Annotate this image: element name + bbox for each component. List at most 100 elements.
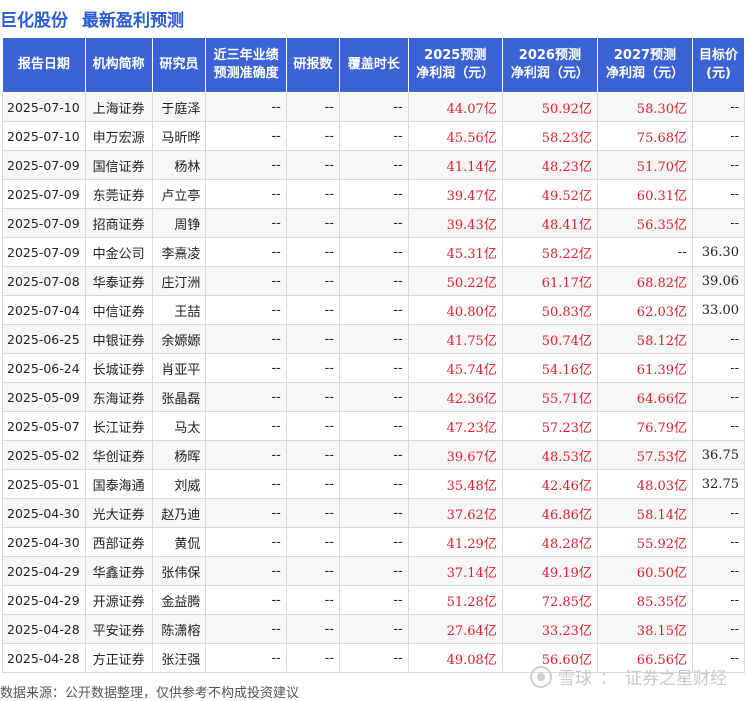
cell-coverage: --: [338, 411, 409, 441]
cell-accuracy: --: [205, 614, 287, 644]
cell-2026-forecast: 54.16亿: [501, 353, 598, 383]
cell-coverage: --: [338, 469, 409, 499]
cell-coverage: --: [338, 498, 409, 528]
header-2025-line2: 净利润（元）: [416, 66, 495, 81]
cell-2027-forecast: 85.35亿: [596, 585, 694, 615]
cell-2025-forecast: 47.23亿: [407, 411, 503, 441]
cell-2025-forecast: 44.07亿: [407, 92, 503, 122]
forecast-table-wrap: 报告日期 机构简称 研究员 近三年业绩 预测准确度 研报数 覆盖时长 2025预…: [2, 37, 745, 673]
cell-date: 2025-04-29: [2, 585, 86, 615]
table-row[interactable]: 2025-07-08 华泰证券 庄汀洲 -- -- -- 50.22亿 61.17亿 68.82…: [2, 266, 745, 296]
cell-2025-forecast: 35.48亿: [407, 469, 503, 499]
table-row[interactable]: 2025-05-09 东海证券 张晶磊 -- -- -- 42.36亿 55.71亿 64.66…: [2, 382, 745, 412]
cell-accuracy: --: [205, 324, 287, 354]
cell-2025-forecast: 45.74亿: [407, 353, 503, 383]
cell-date: 2025-07-08: [2, 266, 86, 296]
cell-2025-forecast: 41.14亿: [407, 150, 503, 180]
cell-accuracy: --: [205, 440, 287, 470]
snowball-logo-icon: [530, 665, 552, 688]
header-researcher[interactable]: 研究员: [151, 37, 207, 93]
header-2026[interactable]: 2026预测 净利润（元）: [501, 37, 598, 93]
cell-2027-forecast: 58.14亿: [596, 498, 694, 528]
cell-report-count: --: [285, 440, 340, 470]
cell-2026-forecast: 61.17亿: [501, 266, 598, 296]
cell-2027-forecast: 68.82亿: [596, 266, 694, 296]
cell-target-price: --: [692, 208, 745, 238]
cell-2025-forecast: 27.64亿: [407, 614, 503, 644]
cell-2027-forecast: 64.66亿: [596, 382, 694, 412]
header-2027-line2: 净利润（元）: [605, 66, 684, 81]
header-target-line1: 目标价: [699, 48, 739, 63]
stock-name: 巨化股份: [0, 10, 68, 31]
cell-coverage: --: [338, 150, 409, 180]
cell-2026-forecast: 48.41亿: [501, 208, 598, 238]
cell-researcher: 马昕晔: [151, 121, 207, 151]
table-row[interactable]: 2025-06-24 长城证券 肖亚平 -- -- -- 45.74亿 54.16亿 61.39…: [2, 353, 745, 383]
table-row[interactable]: 2025-06-25 中银证券 余嫄嫄 -- -- -- 41.75亿 50.74亿 58.12…: [2, 324, 745, 354]
cell-2025-forecast: 39.43亿: [407, 208, 503, 238]
cell-2026-forecast: 72.85亿: [501, 585, 598, 615]
cell-researcher: 杨晖: [151, 440, 207, 470]
table-header-row: 报告日期 机构简称 研究员 近三年业绩 预测准确度 研报数 覆盖时长 2025预…: [2, 37, 745, 93]
cell-report-count: --: [285, 295, 340, 325]
cell-report-count: --: [285, 208, 340, 238]
table-row[interactable]: 2025-07-09 东莞证券 卢立亭 -- -- -- 39.47亿 49.52亿 60.31…: [2, 179, 745, 209]
cell-target-price: 36.30: [692, 237, 745, 267]
table-row[interactable]: 2025-04-29 开源证券 金益腾 -- -- -- 51.28亿 72.85亿 85.35…: [2, 585, 745, 615]
cell-org: 申万宏源: [84, 121, 153, 151]
table-row[interactable]: 2025-07-09 国信证券 杨林 -- -- -- 41.14亿 48.23亿 51.70亿…: [2, 150, 745, 180]
cell-researcher: 马太: [151, 411, 207, 441]
header-2027[interactable]: 2027预测 净利润（元）: [596, 37, 694, 93]
cell-org: 上海证券: [84, 92, 153, 122]
header-date[interactable]: 报告日期: [2, 37, 86, 93]
cell-2027-forecast: 75.68亿: [596, 121, 694, 151]
cell-2026-forecast: 55.71亿: [501, 382, 598, 412]
header-accuracy[interactable]: 近三年业绩 预测准确度: [205, 37, 287, 93]
table-row[interactable]: 2025-04-30 光大证券 赵乃迪 -- -- -- 37.62亿 46.86亿 58.14…: [2, 498, 745, 528]
cell-2026-forecast: 58.22亿: [501, 237, 598, 267]
cell-date: 2025-07-09: [2, 208, 86, 238]
cell-coverage: --: [338, 382, 409, 412]
cell-2026-forecast: 48.28亿: [501, 527, 598, 557]
cell-target-price: 39.06: [692, 266, 745, 296]
table-row[interactable]: 2025-04-29 华鑫证券 张伟保 -- -- -- 37.14亿 49.19亿 60.50…: [2, 556, 745, 586]
cell-date: 2025-07-10: [2, 121, 86, 151]
table-row[interactable]: 2025-05-02 华创证券 杨晖 -- -- -- 39.67亿 48.53亿 57.53亿…: [2, 440, 745, 470]
cell-accuracy: --: [205, 92, 287, 122]
cell-coverage: --: [338, 643, 409, 673]
table-row[interactable]: 2025-05-07 长江证券 马太 -- -- -- 47.23亿 57.23亿 76.79亿…: [2, 411, 745, 441]
table-row[interactable]: 2025-07-09 招商证券 周铮 -- -- -- 39.43亿 48.41亿 56.35亿…: [2, 208, 745, 238]
cell-org: 中信证券: [84, 295, 153, 325]
cell-org: 国泰海通: [84, 469, 153, 499]
brand-divider: ：: [600, 669, 617, 689]
cell-target-price: --: [692, 498, 745, 528]
header-report-count[interactable]: 研报数: [285, 37, 340, 93]
cell-researcher: 于庭泽: [151, 92, 207, 122]
table-row[interactable]: 2025-04-30 西部证券 黄侃 -- -- -- 41.29亿 48.28亿 55.92亿…: [2, 527, 745, 557]
table-row[interactable]: 2025-07-04 中信证券 王喆 -- -- -- 40.80亿 50.83亿 62.03亿…: [2, 295, 745, 325]
cell-target-price: --: [692, 411, 745, 441]
cell-2025-forecast: 45.31亿: [407, 237, 503, 267]
cell-2025-forecast: 41.29亿: [407, 527, 503, 557]
cell-target-price: --: [692, 179, 745, 209]
cell-2027-forecast: 61.39亿: [596, 353, 694, 383]
cell-target-price: --: [692, 92, 745, 122]
cell-report-count: --: [285, 353, 340, 383]
cell-researcher: 余嫄嫄: [151, 324, 207, 354]
cell-accuracy: --: [205, 237, 287, 267]
cell-report-count: --: [285, 150, 340, 180]
table-row[interactable]: 2025-04-28 平安证券 陈潇榕 -- -- -- 27.64亿 33.23亿 38.15…: [2, 614, 745, 644]
cell-2027-forecast: 57.53亿: [596, 440, 694, 470]
table-row[interactable]: 2025-07-10 上海证券 于庭泽 -- -- -- 44.07亿 50.92亿 58.30…: [2, 92, 745, 122]
header-org[interactable]: 机构简称: [84, 37, 153, 93]
table-row[interactable]: 2025-04-28 方正证券 张汪强 -- -- -- 49.08亿 56.60亿 66.56…: [2, 643, 745, 673]
cell-accuracy: --: [205, 643, 287, 673]
cell-target-price: --: [692, 353, 745, 383]
table-row[interactable]: 2025-07-10 申万宏源 马昕晔 -- -- -- 45.56亿 58.23亿 75.68…: [2, 121, 745, 151]
header-target-price[interactable]: 目标价 (元): [692, 37, 745, 93]
table-row[interactable]: 2025-07-09 中金公司 李熹凌 -- -- -- 45.31亿 58.22亿 -- 36.…: [2, 237, 745, 267]
header-2025[interactable]: 2025预测 净利润（元）: [407, 37, 503, 93]
cell-org: 华创证券: [84, 440, 153, 470]
table-row[interactable]: 2025-05-01 国泰海通 刘威 -- -- -- 35.48亿 42.46亿 48.03亿…: [2, 469, 745, 499]
header-coverage[interactable]: 覆盖时长: [338, 37, 409, 93]
